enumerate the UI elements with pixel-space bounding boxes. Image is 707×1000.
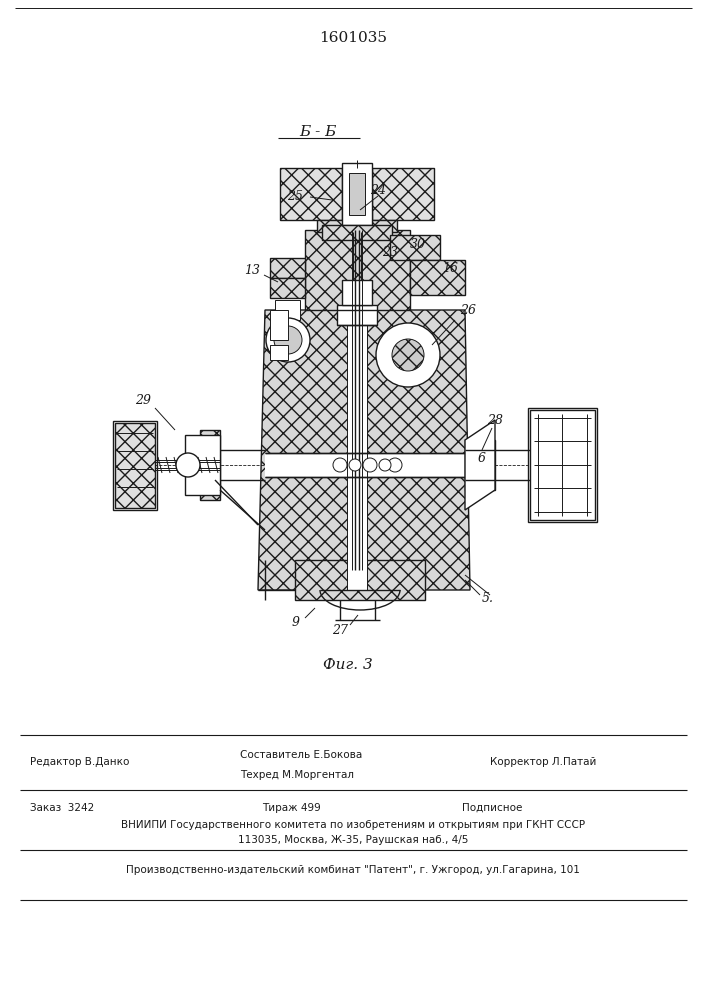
Text: 1601035: 1601035: [319, 31, 387, 45]
Text: 5.: 5.: [482, 591, 494, 604]
Bar: [372, 168, 434, 220]
Bar: [265, 453, 465, 477]
Text: Заказ  3242: Заказ 3242: [30, 803, 94, 813]
Circle shape: [379, 459, 391, 471]
Bar: [337, 305, 377, 325]
Bar: [528, 408, 597, 522]
Text: Фиг. 3: Фиг. 3: [323, 658, 373, 672]
Circle shape: [349, 459, 361, 471]
Bar: [342, 163, 372, 225]
Bar: [322, 225, 392, 240]
Text: 6: 6: [478, 452, 486, 464]
Bar: [342, 280, 372, 305]
Circle shape: [274, 326, 302, 354]
Text: 24: 24: [370, 184, 386, 196]
Text: 29: 29: [135, 393, 151, 406]
Text: Составитель Е.Бокова: Составитель Е.Бокова: [240, 750, 362, 760]
Text: Корректор Л.Патай: Корректор Л.Патай: [490, 757, 597, 767]
Text: 28: 28: [487, 414, 503, 426]
Text: 23: 23: [382, 245, 398, 258]
Text: Техред М.Моргентал: Техред М.Моргентал: [240, 770, 354, 780]
Bar: [185, 435, 220, 495]
Bar: [115, 423, 155, 508]
Bar: [200, 430, 220, 500]
Text: 25: 25: [287, 190, 303, 204]
Bar: [390, 235, 440, 260]
Circle shape: [176, 453, 200, 477]
Text: Производственно-издательский комбинат "Патент", г. Ужгород, ул.Гагарина, 101: Производственно-издательский комбинат "П…: [126, 865, 580, 875]
Polygon shape: [258, 310, 470, 590]
Text: 16: 16: [442, 261, 458, 274]
Text: 27: 27: [332, 624, 348, 637]
Circle shape: [388, 458, 402, 472]
Bar: [347, 310, 367, 590]
Bar: [280, 168, 342, 220]
Circle shape: [392, 339, 424, 371]
Text: 9: 9: [292, 615, 300, 629]
Bar: [270, 278, 305, 298]
Text: Подписное: Подписное: [462, 803, 522, 813]
Circle shape: [333, 458, 347, 472]
Bar: [349, 173, 365, 215]
Bar: [305, 230, 410, 310]
Text: Редактор В.Данко: Редактор В.Данко: [30, 757, 129, 767]
Bar: [275, 300, 300, 320]
Text: 13: 13: [244, 263, 260, 276]
Bar: [410, 260, 465, 295]
Bar: [530, 410, 595, 520]
Text: Тираж 499: Тираж 499: [262, 803, 321, 813]
Bar: [317, 220, 397, 232]
Text: 113035, Москва, Ж-35, Раушская наб., 4/5: 113035, Москва, Ж-35, Раушская наб., 4/5: [238, 835, 468, 845]
Text: 30: 30: [410, 238, 426, 251]
Text: Б - Б: Б - Б: [299, 125, 337, 139]
Bar: [113, 421, 157, 510]
Circle shape: [266, 318, 310, 362]
Circle shape: [376, 323, 440, 387]
Polygon shape: [465, 420, 495, 510]
Bar: [270, 345, 288, 360]
Bar: [270, 310, 288, 340]
Bar: [270, 258, 305, 278]
Text: 26: 26: [460, 304, 476, 316]
Circle shape: [363, 458, 377, 472]
Bar: [465, 440, 495, 490]
Bar: [295, 560, 425, 600]
Text: ВНИИПИ Государственного комитета по изобретениям и открытиям при ГКНТ СССР: ВНИИПИ Государственного комитета по изоб…: [121, 820, 585, 830]
